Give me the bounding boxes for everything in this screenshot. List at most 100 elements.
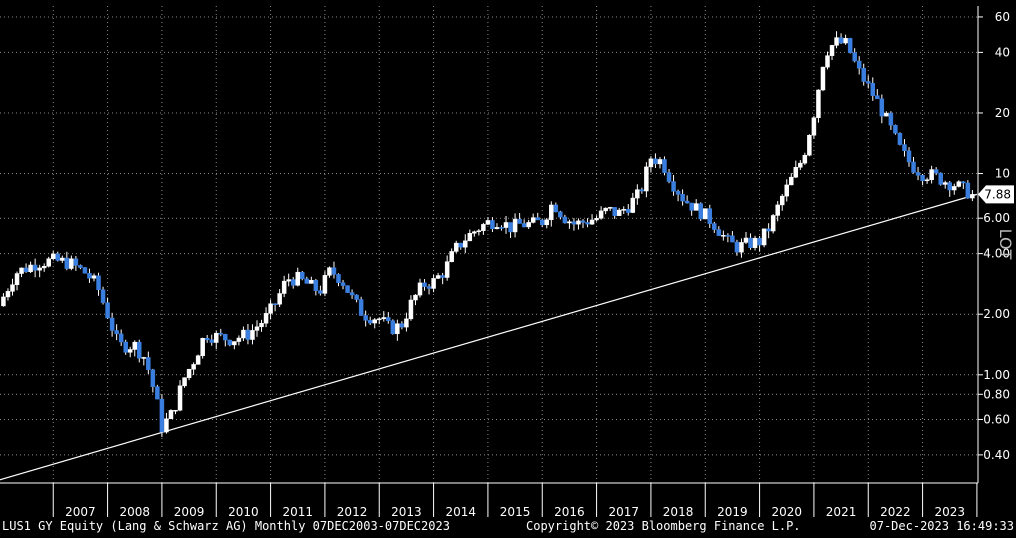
candle-up	[19, 267, 24, 274]
candle-down	[666, 172, 672, 182]
candle-down	[684, 200, 690, 204]
candle-down	[680, 194, 685, 202]
candle-down	[879, 98, 885, 117]
candle-up	[277, 293, 282, 305]
candle-up	[372, 319, 377, 324]
candle-up	[775, 204, 780, 216]
candle-down	[535, 217, 540, 221]
last-price-marker	[978, 185, 1014, 204]
candle-up	[417, 282, 423, 296]
x-tick-label: 2007	[65, 505, 96, 519]
x-tick-label: 2019	[717, 505, 748, 519]
candle-up	[127, 349, 133, 353]
candle-down	[137, 341, 142, 359]
candle-up	[444, 261, 450, 278]
candle-down	[689, 202, 694, 211]
candle-up	[970, 194, 975, 199]
candle-down	[748, 237, 753, 248]
candle-up	[807, 134, 812, 156]
candle-up	[530, 217, 536, 223]
candle-up	[91, 275, 97, 279]
candle-up	[413, 294, 418, 301]
candle-down	[336, 274, 341, 283]
y-tick-label: 40	[995, 45, 1010, 59]
axis-labels: 2007 2008 2009 2010 2011 2012 2013 2014 2015 2016…	[65, 10, 1015, 519]
candle-down	[662, 159, 667, 173]
candle-up	[322, 275, 328, 294]
candle-up	[14, 273, 20, 285]
candle-up	[952, 186, 957, 191]
x-tick-label: 2012	[337, 505, 368, 519]
candle-up	[132, 341, 137, 350]
candle-down	[725, 235, 731, 237]
candle-down	[440, 275, 445, 278]
candle-up	[635, 189, 640, 199]
candle-down	[458, 242, 463, 248]
candle-up	[472, 231, 477, 234]
candle-down	[933, 169, 939, 174]
candle-up	[259, 322, 264, 328]
candle-up	[60, 257, 65, 261]
candle-down	[838, 37, 844, 44]
candle-up	[942, 182, 948, 185]
y-tick-label: 0.40	[983, 448, 1010, 462]
candle-up	[213, 332, 219, 343]
candle-down	[300, 271, 305, 280]
y-tick-label: 4.00	[983, 247, 1010, 261]
candle-up	[834, 37, 839, 46]
candle-down	[426, 286, 432, 289]
candle-down	[367, 320, 373, 324]
candle-down	[517, 218, 522, 224]
candle-up	[721, 235, 726, 237]
x-tick-label: 2023	[934, 505, 965, 519]
x-tick-label: 2016	[554, 505, 585, 519]
candle-down	[109, 317, 115, 331]
candle-up	[449, 251, 454, 262]
candle-up	[924, 179, 930, 182]
candle-up	[589, 219, 595, 225]
candle-up	[295, 271, 300, 286]
candle-down	[626, 209, 631, 213]
candle-up	[494, 227, 500, 229]
x-tick-label: 2017	[608, 505, 639, 519]
candle-down	[146, 357, 151, 371]
candle-up	[28, 264, 33, 273]
candle-up	[268, 303, 273, 314]
candle-up	[404, 318, 409, 328]
candle-up	[798, 162, 803, 168]
candle-up	[956, 181, 962, 187]
candle-down	[55, 253, 61, 261]
candle-up	[789, 176, 794, 186]
candle-up	[829, 45, 835, 56]
candle-up	[811, 117, 817, 136]
candle-down	[313, 279, 319, 291]
candle-up	[376, 318, 382, 321]
candle-up	[327, 267, 332, 276]
candle-down	[23, 267, 29, 273]
candle-down	[272, 303, 278, 306]
candle-down	[105, 302, 110, 319]
x-tick-label: 2010	[228, 505, 259, 519]
candle-down	[96, 275, 101, 291]
candle-down	[865, 81, 871, 84]
candle-up	[281, 280, 287, 294]
candle-up	[616, 209, 622, 216]
candle-up	[657, 159, 663, 165]
candle-up	[381, 317, 387, 320]
candle-down	[562, 216, 568, 224]
candle-down	[965, 182, 971, 199]
candle-down	[331, 267, 337, 275]
candle-up	[929, 169, 934, 181]
candle-up	[164, 418, 169, 433]
x-tick-label: 2015	[500, 505, 531, 519]
candle-up	[630, 197, 636, 213]
candle-down	[363, 315, 368, 321]
candle-up	[594, 217, 599, 221]
candle-down	[585, 222, 590, 225]
candle-down	[734, 241, 740, 253]
candle-down	[32, 264, 38, 271]
candle-down	[399, 323, 405, 328]
candle-up	[69, 258, 74, 269]
candle-down	[499, 227, 504, 229]
candle-up	[476, 230, 482, 232]
